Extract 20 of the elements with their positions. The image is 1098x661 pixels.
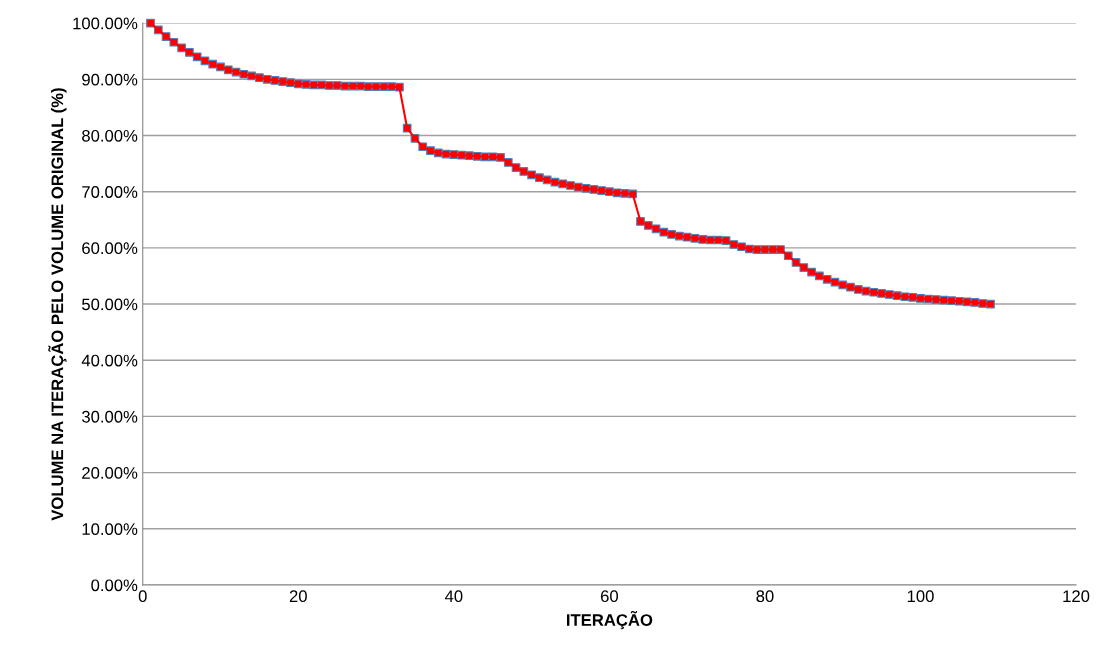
x-tick-label: 0 xyxy=(138,590,147,603)
y-tick-label: 50.00% xyxy=(82,298,138,311)
x-axis-title: ITERAÇÃO xyxy=(566,610,653,630)
y-tick-label: 80.00% xyxy=(82,129,138,142)
x-tick-label: 120 xyxy=(1063,590,1090,603)
y-tick-label: 60.00% xyxy=(82,242,138,255)
x-tick-label: 100 xyxy=(907,590,934,603)
y-tick-label: 30.00% xyxy=(81,410,138,423)
x-tick-label: 60 xyxy=(600,590,619,603)
y-tick-label: 20.00% xyxy=(82,467,138,479)
y-tick-label: 100.00% xyxy=(73,17,138,30)
x-tick-label: 80 xyxy=(756,590,774,603)
y-axis-title: VOLUME NA ITERAÇÃO PELO VOLUME ORIGINAL (%) xyxy=(48,88,67,521)
y-tick-label: 40.00% xyxy=(81,354,138,367)
x-tick-label: 40 xyxy=(444,590,463,603)
y-tick-label: 10.00% xyxy=(82,523,138,535)
y-tick-label: 90.00% xyxy=(82,73,138,86)
x-tick-label: 20 xyxy=(289,590,307,603)
y-tick-label: 70.00% xyxy=(82,186,138,198)
y-tick-label: 0.00% xyxy=(91,579,138,592)
